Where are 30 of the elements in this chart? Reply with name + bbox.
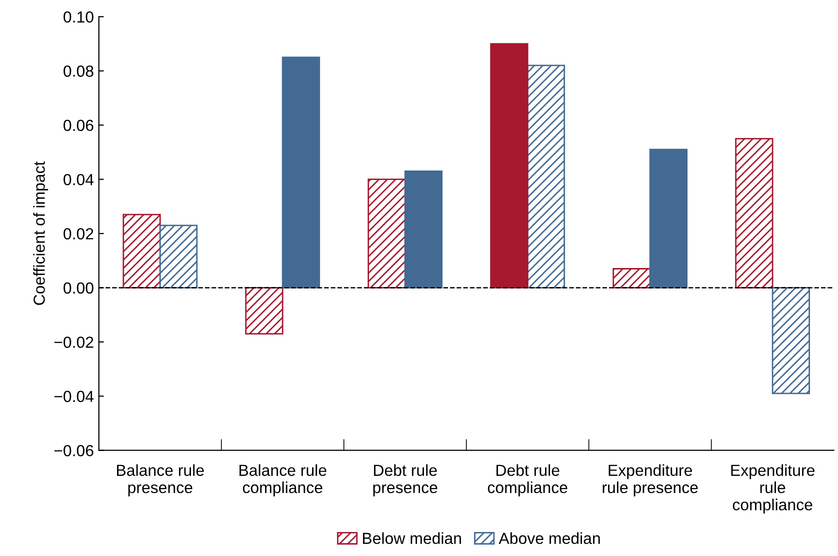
bar	[735, 138, 774, 288]
bar	[159, 224, 198, 288]
y-tick-label: 0.06	[64, 120, 94, 132]
y-tick-label: 0.08	[64, 66, 94, 77]
y-tick-label: −0.06	[54, 444, 94, 456]
x-tick-label: Balance rule presence	[117, 464, 204, 496]
y-axis-title: Coefficient of impact	[33, 161, 48, 305]
y-tick-label: 0.10	[64, 11, 94, 23]
legend-label: Below median	[362, 532, 461, 544]
bar	[122, 214, 161, 288]
y-tick-label: −0.02	[54, 336, 94, 348]
bar	[526, 64, 566, 288]
bar	[649, 148, 688, 288]
bar	[282, 56, 320, 288]
bar	[490, 43, 528, 288]
y-tick-label: −0.04	[54, 390, 94, 402]
bar	[245, 287, 284, 335]
bar	[772, 287, 810, 394]
y-tick-label: 0.02	[64, 228, 94, 240]
x-tick-label: Expenditure rule presence	[602, 464, 698, 496]
x-tick-label: Balance rule compliance	[240, 464, 326, 496]
x-tick-label: Expenditure rule compliance	[731, 464, 814, 514]
y-tick-label: 0.04	[64, 174, 94, 186]
legend-label: Above median	[498, 532, 600, 544]
x-tick-label: Debt rule compliance	[488, 464, 568, 496]
bar	[368, 178, 406, 288]
bar	[612, 268, 651, 288]
bar	[404, 170, 443, 288]
y-tick-label: 0.00	[64, 282, 94, 294]
x-tick-label: Debt rule presence	[373, 464, 438, 496]
